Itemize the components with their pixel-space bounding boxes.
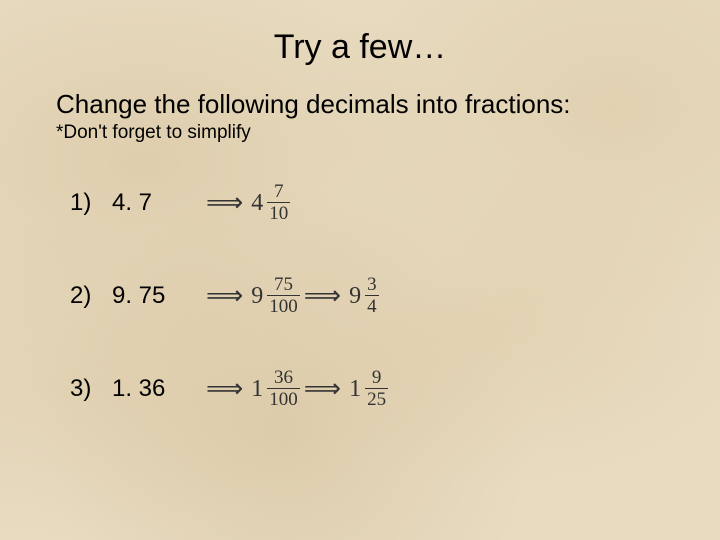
implies-arrow-icon: ⟹: [206, 283, 243, 309]
slide-title: Try a few…: [56, 28, 664, 67]
problem-number: 2): [70, 282, 112, 310]
fraction: 34: [365, 275, 379, 316]
mixed-number: 975100: [251, 275, 300, 316]
implies-arrow-icon: ⟹: [304, 376, 341, 402]
numerator: 75: [272, 275, 295, 295]
numerator: 9: [370, 368, 384, 388]
problem-row: 3)1. 36⟹136100⟹1925: [56, 368, 664, 409]
whole-part: 1: [251, 377, 263, 401]
prompt-text: Change the following decimals into fract…: [56, 89, 664, 120]
mixed-number: 1925: [349, 368, 388, 409]
numerator: 3: [365, 275, 379, 295]
problem-decimal: 9. 75: [112, 282, 202, 310]
implies-arrow-icon: ⟹: [206, 190, 243, 216]
denominator: 4: [365, 295, 379, 316]
fraction: 75100: [267, 275, 300, 316]
problem-number: 1): [70, 189, 112, 217]
problem-row: 1)4. 7⟹ 4710: [56, 182, 664, 223]
denominator: 10: [267, 202, 290, 223]
denominator: 25: [365, 388, 388, 409]
denominator: 100: [267, 295, 300, 316]
whole-part: 4: [251, 191, 263, 215]
numerator: 7: [272, 182, 286, 202]
problem-decimal: 4. 7: [112, 189, 202, 217]
mixed-number: 136100: [251, 368, 300, 409]
denominator: 100: [267, 388, 300, 409]
fraction: 925: [365, 368, 388, 409]
problem-row: 2)9. 75⟹975100⟹934: [56, 275, 664, 316]
mixed-number: 934: [349, 275, 379, 316]
implies-arrow-icon: ⟹: [304, 283, 341, 309]
whole-part: 9: [349, 284, 361, 308]
problems-list: 1)4. 7⟹47102)9. 75⟹975100⟹9343)1. 36⟹136…: [56, 182, 664, 409]
whole-part: 1: [349, 377, 361, 401]
implies-arrow-icon: ⟹: [206, 376, 243, 402]
numerator: 36: [272, 368, 295, 388]
fraction: 710: [267, 182, 290, 223]
whole-part: 9: [251, 284, 263, 308]
problem-number: 3): [70, 375, 112, 403]
fraction: 36100: [267, 368, 300, 409]
slide: Try a few… Change the following decimals…: [0, 0, 720, 409]
note-text: *Don't forget to simplify: [56, 122, 664, 144]
mixed-number: 4710: [251, 182, 290, 223]
problem-decimal: 1. 36: [112, 375, 202, 403]
